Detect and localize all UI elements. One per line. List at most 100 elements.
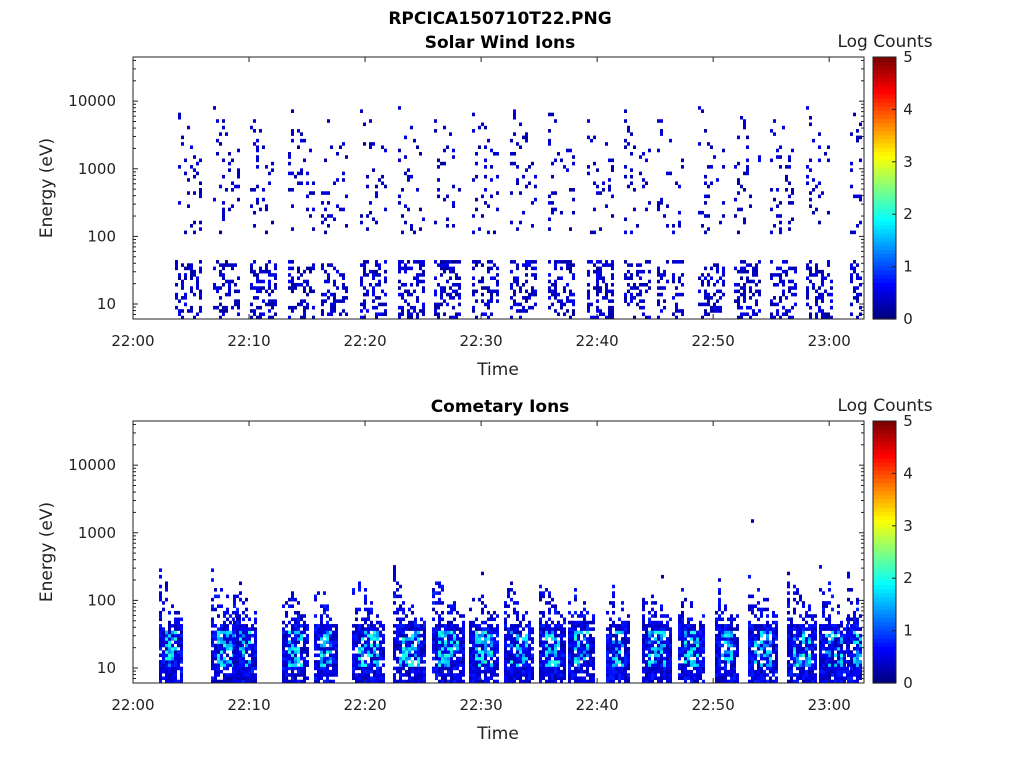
spectrogram-cell — [624, 669, 627, 674]
spectrogram-cell — [763, 646, 766, 651]
spectrogram-cell — [548, 643, 551, 648]
spectrogram-cell — [404, 135, 407, 140]
colorbar-segment — [873, 89, 896, 95]
spectrogram-cell — [707, 299, 710, 303]
spectrogram-cell — [605, 142, 608, 146]
spectrogram-cell — [787, 633, 790, 638]
spectrogram-cell — [724, 669, 727, 674]
spectrogram-cell — [772, 614, 775, 618]
spectrogram-cell — [446, 266, 449, 271]
spectrogram-cell — [367, 650, 370, 654]
spectrogram-cell — [297, 620, 300, 625]
spectrogram-cell — [417, 650, 420, 654]
spectrogram-cell — [303, 663, 306, 667]
spectrogram-cell — [687, 653, 690, 658]
spectrogram-cell — [545, 640, 548, 644]
spectrogram-cell — [288, 161, 291, 166]
spectrogram-cell — [609, 624, 612, 628]
spectrogram-cell — [327, 312, 330, 317]
spectrogram-cell — [411, 633, 414, 638]
spectrogram-cell — [766, 633, 769, 638]
spectrogram-cell — [490, 653, 493, 658]
spectrogram-cell — [648, 315, 651, 320]
spectrogram-cell — [663, 214, 666, 218]
spectrogram-cell — [171, 653, 174, 658]
spectrogram-cell — [375, 305, 378, 310]
spectrogram-cell — [300, 650, 303, 654]
spectrogram-cell — [785, 178, 788, 182]
spectrogram-cell — [678, 279, 681, 284]
spectrogram-cell — [557, 260, 560, 264]
spectrogram-cell — [560, 624, 563, 628]
spectrogram-cell — [539, 584, 542, 589]
spectrogram-cell — [554, 656, 557, 661]
spectrogram-cell — [525, 296, 528, 300]
spectrogram-cell — [481, 630, 484, 635]
spectrogram-cell — [220, 640, 223, 644]
spectrogram-cell — [342, 171, 345, 176]
spectrogram-cell — [519, 673, 522, 677]
spectrogram-cell — [251, 646, 254, 651]
spectrogram-cell — [624, 292, 627, 297]
spectrogram-cell — [178, 299, 181, 303]
spectrogram-cell — [702, 663, 705, 667]
spectrogram-cell — [808, 679, 811, 684]
spectrogram-cell — [510, 581, 513, 586]
spectrogram-cell — [399, 630, 402, 635]
spectrogram-cell — [303, 650, 306, 654]
spectrogram-cell — [214, 679, 217, 684]
spectrogram-cell — [724, 630, 727, 635]
spectrogram-cell — [323, 610, 326, 615]
spectrogram-cell — [796, 679, 799, 684]
spectrogram-cell — [746, 171, 749, 176]
spectrogram-cell — [177, 643, 180, 648]
spectrogram-cell — [793, 591, 796, 595]
spectrogram-cell — [250, 282, 253, 287]
spectrogram-cell — [262, 269, 265, 274]
spectrogram-cell — [651, 676, 654, 681]
spectrogram-cell — [566, 260, 569, 264]
spectrogram-cell — [165, 673, 168, 677]
spectrogram-cell — [159, 610, 162, 615]
spectrogram-cell — [696, 637, 699, 641]
spectrogram-cell — [566, 168, 569, 172]
spectrogram-cell — [393, 594, 396, 599]
spectrogram-cell — [754, 627, 757, 631]
spectrogram-cell — [441, 650, 444, 654]
spectrogram-cell — [226, 653, 229, 658]
spectrogram-cell — [441, 588, 444, 592]
spectrogram-cell — [787, 663, 790, 667]
spectrogram-cell — [435, 676, 438, 681]
spectrogram-cell — [815, 302, 818, 307]
spectrogram-cell — [715, 679, 718, 684]
spectrogram-cell — [583, 676, 586, 681]
spectrogram-cell — [818, 269, 821, 274]
spectrogram-cell — [752, 273, 755, 277]
spectrogram-cell — [168, 673, 171, 677]
spectrogram-cell — [782, 289, 785, 294]
spectrogram-cell — [262, 286, 265, 290]
spectrogram-cell — [288, 673, 291, 677]
spectrogram-cell — [402, 660, 405, 664]
spectrogram-cell — [168, 650, 171, 654]
spectrogram-cell — [657, 148, 660, 153]
spectrogram-cell — [525, 263, 528, 267]
spectrogram-cell — [222, 214, 225, 218]
spectrogram-cell — [174, 624, 177, 628]
spectrogram-cell — [291, 204, 294, 208]
spectrogram-cell — [165, 660, 168, 664]
spectrogram-cell — [417, 663, 420, 667]
spectrogram-cell — [736, 646, 739, 651]
spectrogram-cell — [396, 646, 399, 651]
spectrogram-cell — [675, 305, 678, 310]
spectrogram-cell — [811, 614, 814, 618]
spectrogram-cell — [329, 637, 332, 641]
spectrogram-cell — [775, 663, 778, 667]
spectrogram-cell — [660, 201, 663, 205]
spectrogram-cell — [733, 656, 736, 661]
spectrogram-cell — [724, 676, 727, 681]
spectrogram-cell — [775, 653, 778, 658]
spectrogram-cell — [352, 653, 355, 658]
spectrogram-cell — [345, 296, 348, 300]
